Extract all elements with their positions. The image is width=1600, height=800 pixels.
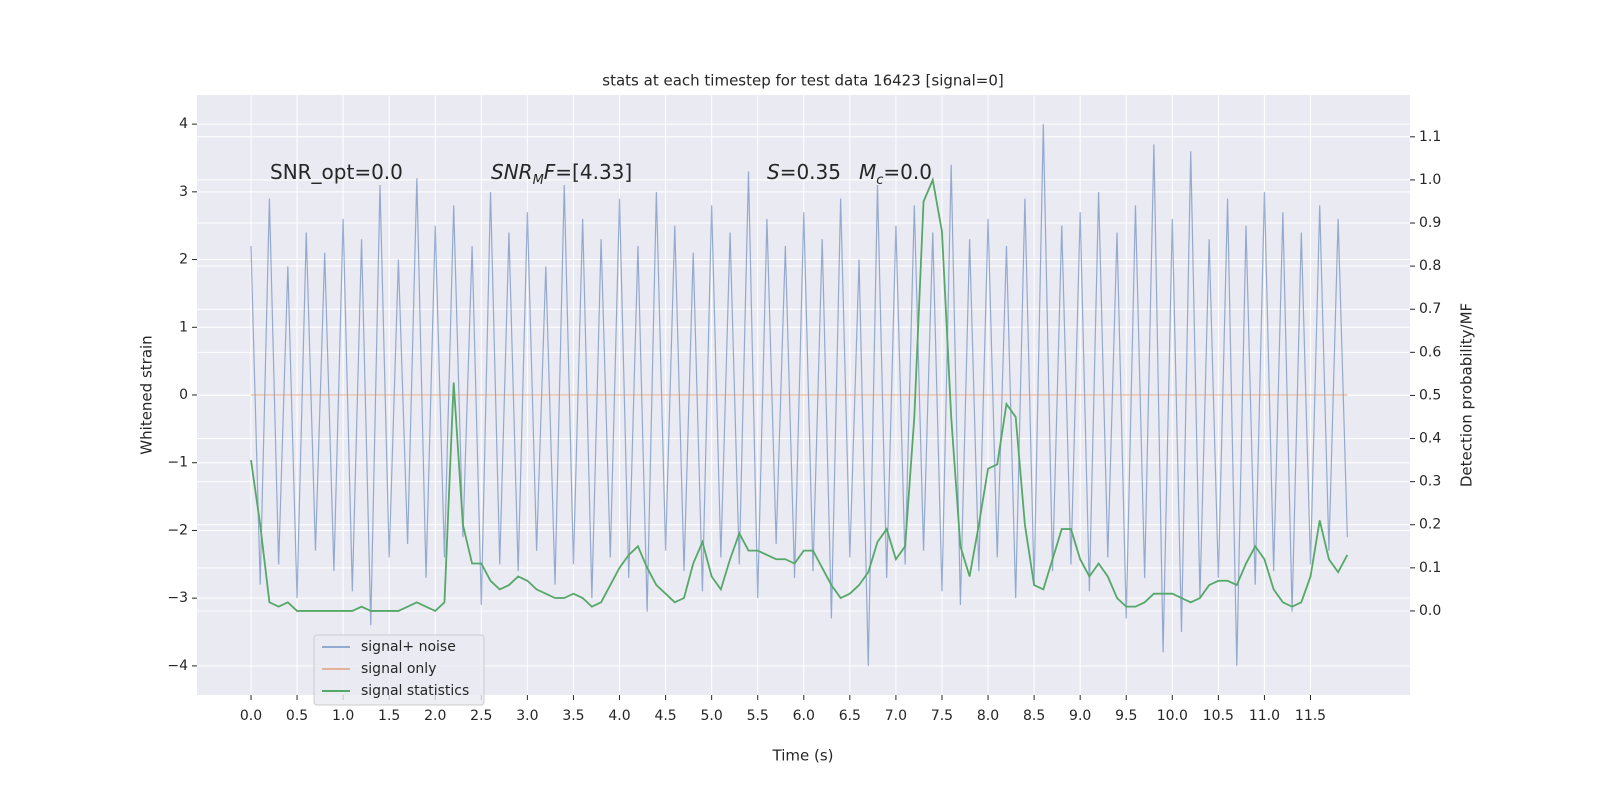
y2-tick-label: 0.2	[1419, 517, 1441, 533]
y2-axis-label: Detection probability/MF	[1458, 303, 1476, 487]
series-line	[250, 176, 1349, 613]
y2-tick-label: 0.9	[1419, 215, 1441, 231]
x-tick-label: 1.5	[378, 708, 400, 724]
y-tick-label: −4	[167, 658, 188, 674]
x-tick-label: 4.5	[654, 708, 676, 724]
x-tick-label: 7.0	[885, 708, 907, 724]
x-tick-label: 6.5	[839, 708, 861, 724]
annotation: SNRMF=[4.33]	[491, 160, 632, 189]
x-tick-label: 2.5	[470, 708, 492, 724]
y-tick-label: 3	[179, 184, 188, 200]
x-tick-label: 10.5	[1203, 708, 1234, 724]
x-tick-label: 1.0	[332, 708, 354, 724]
x-tick-label: 9.0	[1069, 708, 1091, 724]
y-tick-label: 0	[179, 387, 188, 403]
annotation-part: M	[533, 173, 544, 188]
x-tick-label: 5.0	[701, 708, 723, 724]
y2-tick-label: 1.1	[1419, 129, 1441, 145]
y-tick-label: 1	[179, 319, 188, 335]
y2-tick-label: 1.0	[1419, 172, 1441, 188]
y-axis-label: Whitened strain	[138, 335, 156, 454]
x-axis-label: Time (s)	[772, 747, 834, 765]
annotation-part: SNR	[491, 160, 533, 184]
annotation-part: SNR_opt=0.0	[270, 160, 403, 184]
legend-label: signal only	[361, 661, 436, 677]
y2-tick-label: 0.1	[1419, 560, 1441, 576]
annotation: Mc=0.0	[859, 160, 932, 189]
legend-box	[313, 634, 485, 706]
x-tick-label: 6.0	[793, 708, 815, 724]
y-tick-label: −3	[167, 590, 188, 606]
annotation-part: c	[876, 173, 883, 188]
x-tick-label: 4.0	[608, 708, 630, 724]
y2-tick-label: 0.5	[1419, 387, 1441, 403]
x-tick-label: 3.0	[516, 708, 538, 724]
y2-tick-label: 0.7	[1419, 301, 1441, 317]
y2-tick-label: 0.0	[1419, 603, 1441, 619]
x-tick-label: 2.0	[424, 708, 446, 724]
y2-tick-label: 0.8	[1419, 258, 1441, 274]
y-tick-label: 2	[179, 252, 188, 268]
y2-tick-label: 0.6	[1419, 344, 1441, 360]
y2-tick-label: 0.4	[1419, 431, 1441, 447]
x-tick-label: 10.0	[1157, 708, 1188, 724]
annotation: SNR_opt=0.0	[270, 160, 403, 184]
x-tick-label: 3.5	[562, 708, 584, 724]
annotation-part: F	[544, 160, 556, 184]
annotation-part: =0.35	[780, 160, 841, 184]
x-tick-label: 8.5	[1023, 708, 1045, 724]
x-tick-label: 0.5	[286, 708, 308, 724]
annotation: S=0.35	[767, 160, 841, 184]
annotation-part: =0.0	[883, 160, 932, 184]
annotation-part: =[4.33]	[555, 160, 632, 184]
x-tick-label: 11.5	[1295, 708, 1326, 724]
chart-title: stats at each timestep for test data 164…	[602, 72, 1003, 90]
legend-label: signal statistics	[361, 683, 469, 699]
y-tick-label: −1	[167, 455, 188, 471]
x-tick-label: 0.0	[240, 708, 262, 724]
x-tick-label: 8.0	[977, 708, 999, 724]
x-tick-label: 5.5	[747, 708, 769, 724]
y-tick-label: 4	[179, 116, 188, 132]
x-tick-label: 9.5	[1115, 708, 1137, 724]
y-tick-label: −2	[167, 522, 188, 538]
annotation-part: S	[767, 160, 780, 184]
x-tick-label: 7.5	[931, 708, 953, 724]
x-tick-label: 11.0	[1249, 708, 1280, 724]
y2-tick-label: 0.3	[1419, 474, 1441, 490]
annotation-part: M	[859, 160, 876, 184]
legend-label: signal+ noise	[361, 639, 456, 655]
